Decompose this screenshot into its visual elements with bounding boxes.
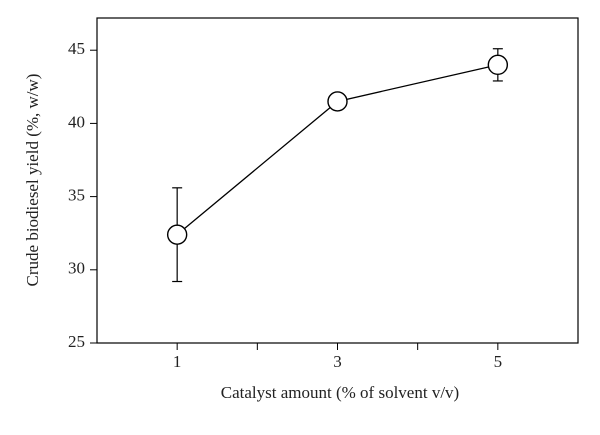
x-axis-label: Catalyst amount (% of solvent v/v) <box>221 383 459 402</box>
y-tick-label: 35 <box>68 186 85 205</box>
x-tick-label: 5 <box>494 352 503 371</box>
line <box>176 64 498 236</box>
marker <box>166 224 188 245</box>
y-axis-label: Crude biodiesel yield (%, w/w) <box>23 74 42 287</box>
y-tick-label: 25 <box>68 332 85 351</box>
y-tick-label: 45 <box>68 39 85 58</box>
y-tick-label: 30 <box>68 259 85 278</box>
x-tick-label: 1 <box>173 352 182 371</box>
x-tick-label: 3 <box>333 352 342 371</box>
marker <box>487 54 509 76</box>
y-tick-label: 40 <box>68 112 85 131</box>
marker <box>327 91 348 112</box>
